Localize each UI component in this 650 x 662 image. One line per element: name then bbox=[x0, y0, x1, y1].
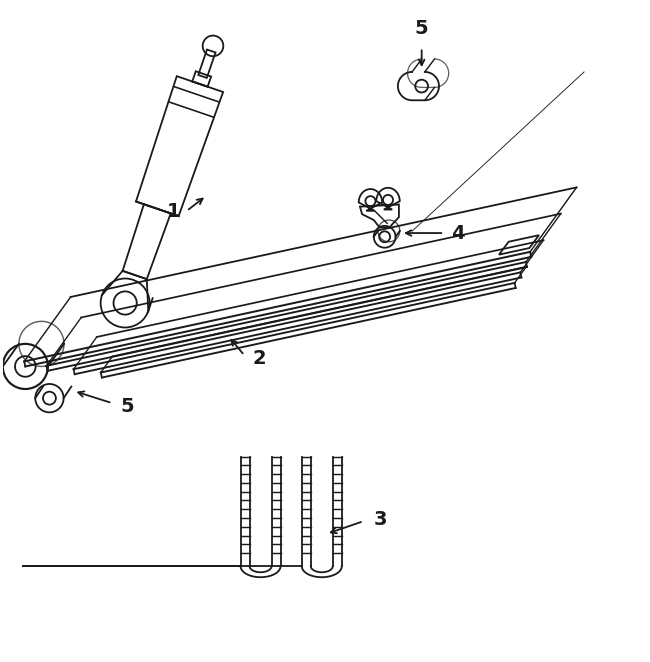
Text: 1: 1 bbox=[166, 202, 180, 220]
Text: 2: 2 bbox=[253, 350, 266, 368]
Text: 4: 4 bbox=[450, 224, 464, 242]
Text: 5: 5 bbox=[120, 397, 134, 416]
Text: 3: 3 bbox=[373, 510, 387, 529]
Text: 5: 5 bbox=[415, 19, 428, 38]
